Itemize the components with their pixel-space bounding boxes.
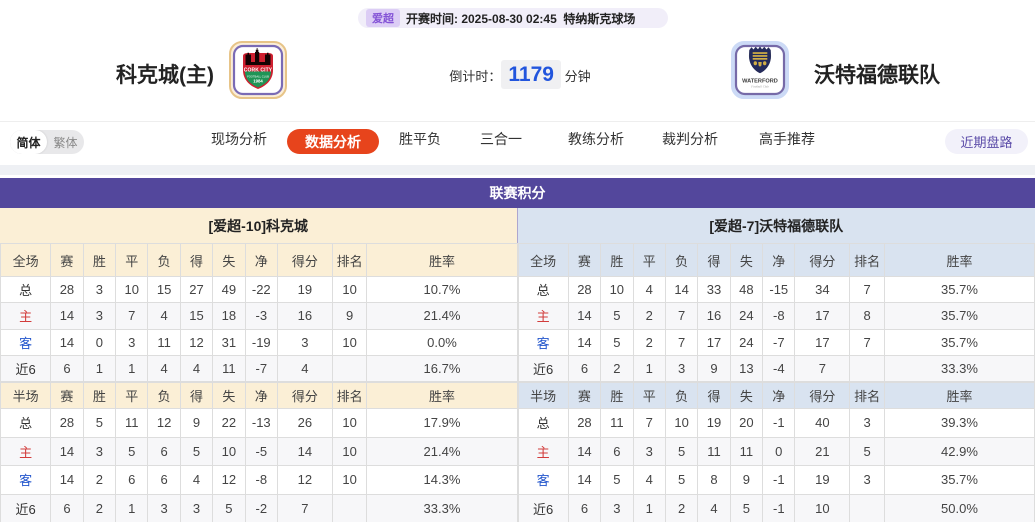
svg-text:FOOTBALL CLUB: FOOTBALL CLUB	[247, 74, 269, 78]
svg-text:1984: 1984	[253, 79, 263, 84]
svg-text:Football Club: Football Club	[750, 84, 769, 88]
